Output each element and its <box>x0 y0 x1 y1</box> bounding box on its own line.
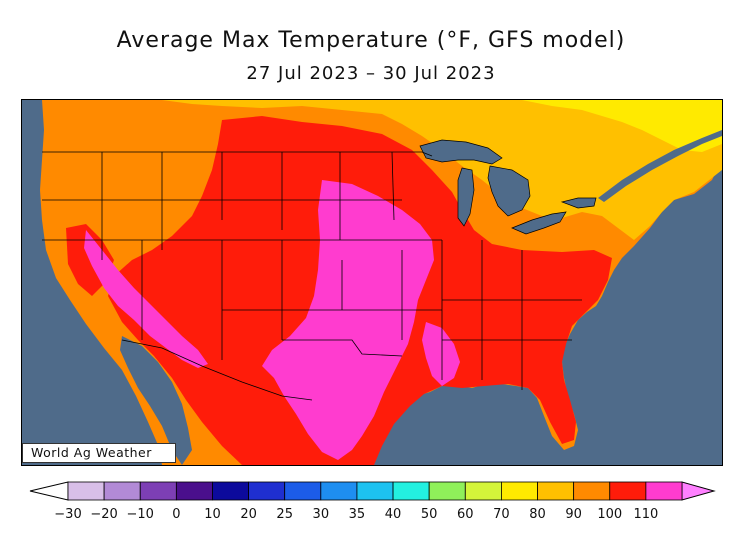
temperature-map <box>21 99 723 466</box>
color-legend: −30 −20 −10 0 10 20 25 30 35 40 50 60 70 80 90 100 110 <box>0 476 742 546</box>
gulf-of-california <box>120 336 192 465</box>
legend-label: 60 <box>457 507 474 522</box>
legend-swatch <box>139 481 177 501</box>
legend-label: −10 <box>127 507 154 522</box>
legend-label: 90 <box>565 507 582 522</box>
legend-label: 30 <box>313 507 330 522</box>
legend-label: 35 <box>349 507 366 522</box>
map-title: Average Max Temperature (°F, GFS model) <box>116 28 626 53</box>
map-canvas <box>22 100 722 465</box>
legend-swatch <box>573 481 611 501</box>
lake-ontario <box>560 197 597 209</box>
legend-low-arrow <box>29 481 69 501</box>
legend-swatch <box>645 481 683 501</box>
lake-superior <box>419 139 503 165</box>
legend-label: 110 <box>633 507 658 522</box>
zone-100-110-mississippi <box>422 322 460 386</box>
legend-swatch <box>103 481 141 501</box>
pacific-ocean <box>22 100 162 465</box>
st-lawrence-river <box>598 130 722 202</box>
legend-swatch <box>248 481 286 501</box>
legend-high-arrow <box>681 481 716 501</box>
legend-label: −20 <box>90 507 117 522</box>
legend-swatch <box>175 481 213 501</box>
legend-label: 80 <box>529 507 546 522</box>
legend-swatch <box>212 481 249 501</box>
legend-swatch <box>501 481 538 501</box>
legend-label: 100 <box>597 507 622 522</box>
legend-label: 0 <box>172 507 180 522</box>
political-borders <box>42 151 582 401</box>
legend-swatch <box>67 481 105 501</box>
legend-swatch <box>428 481 466 501</box>
legend-swatch <box>320 481 358 501</box>
lake-michigan <box>457 167 475 227</box>
legend-label: 70 <box>493 507 510 522</box>
legend-label: 10 <box>204 507 221 522</box>
legend-swatch <box>284 481 322 501</box>
legend-label: 50 <box>421 507 438 522</box>
credit-label: World Ag Weather <box>22 443 176 463</box>
legend-swatch <box>609 481 647 501</box>
zone-100-110-plains <box>262 180 434 460</box>
legend-label: −30 <box>54 507 81 522</box>
legend-swatch <box>356 481 394 501</box>
date-range: 27 Jul 2023 – 30 Jul 2023 <box>246 63 496 84</box>
legend-swatch <box>392 481 430 501</box>
lake-erie <box>511 211 567 235</box>
legend-label: 25 <box>276 507 293 522</box>
legend-swatch <box>464 481 502 501</box>
zone-100-110-southwest <box>84 230 208 368</box>
legend-bar: −30 −20 −10 0 10 20 25 30 35 40 50 60 70 80 90 100 110 <box>29 481 716 522</box>
legend-label: 40 <box>385 507 402 522</box>
legend-label: 20 <box>240 507 257 522</box>
lake-huron <box>487 165 531 217</box>
legend-swatch <box>537 481 575 501</box>
canada-60-70 <box>522 100 722 152</box>
